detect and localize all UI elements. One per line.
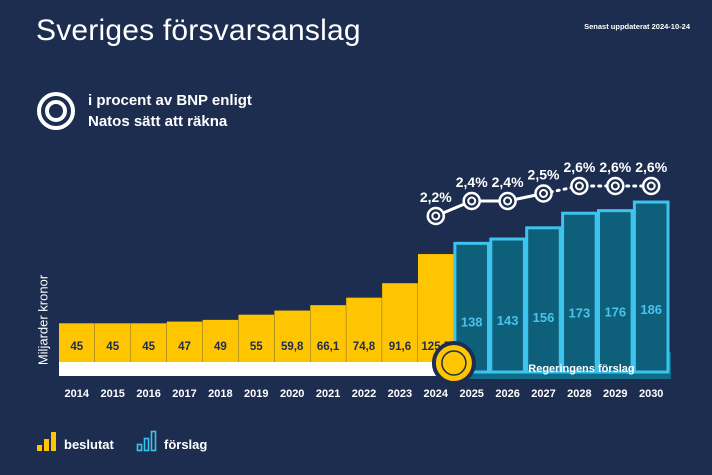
bar-decided <box>346 297 382 362</box>
bar-value-label: 45 <box>106 341 119 353</box>
bar-value-label: 74,8 <box>353 341 376 353</box>
x-tick-label: 2030 <box>639 388 663 400</box>
target-ring-icon <box>37 92 75 130</box>
bar-value-label: 176 <box>604 305 626 320</box>
bar-decided <box>59 323 95 362</box>
bar-value-label: 49 <box>214 341 227 353</box>
gdp-value-label: 2,2% <box>420 189 452 205</box>
bar-value-label: 138 <box>461 314 483 329</box>
legend-proposed: förslag <box>136 430 207 452</box>
bar-value-label: 156 <box>533 310 555 325</box>
annotation-label: Regeringens förslag <box>528 363 634 375</box>
legend-proposed-label: förslag <box>164 437 208 452</box>
bar-value-label: 91,6 <box>389 341 411 353</box>
x-tick-label: 2014 <box>65 388 90 400</box>
bar-value-label: 143 <box>497 313 519 328</box>
x-tick-label: 2024 <box>424 388 449 400</box>
bar-value-label: 47 <box>178 341 191 353</box>
gdp-line-dotted <box>542 184 653 195</box>
gdp-value-label: 2,6% <box>563 159 595 175</box>
bar-decided <box>94 323 131 362</box>
percent-legend-line1: i procent av BNP enligt <box>88 92 252 109</box>
gdp-marker-inner <box>503 196 513 206</box>
bar-chart-icon <box>37 432 56 451</box>
gdp-marker-inner <box>431 211 441 221</box>
gdp-marker <box>426 206 446 226</box>
x-tick-label: 2029 <box>603 388 627 400</box>
bar-proposed <box>561 211 598 374</box>
gdp-marker-inner <box>574 181 584 191</box>
gdp-value-label: 2,4% <box>456 174 488 190</box>
last-updated-text: Senast uppdaterat 2024-10-24 <box>584 22 690 31</box>
x-tick-label: 2016 <box>136 388 160 400</box>
gdp-marker <box>534 184 553 203</box>
x-tick-label: 2022 <box>352 388 376 400</box>
bar-chart-outline-icon <box>136 430 157 452</box>
coin-icon <box>431 341 476 385</box>
bar-value-label: 186 <box>640 302 662 317</box>
percent-legend-line2: Natos sätt att räkna <box>88 113 228 130</box>
gdp-marker <box>570 176 589 196</box>
axis-baseline-decided <box>59 362 454 376</box>
gdp-marker <box>462 191 481 211</box>
bar-proposed <box>525 226 562 374</box>
bar-decided <box>202 319 239 362</box>
gdp-marker-inner <box>646 181 656 191</box>
bar-decided <box>274 310 310 362</box>
x-tick-label: 2021 <box>316 388 340 400</box>
gdp-line-solid <box>435 192 544 218</box>
x-tick-label: 2015 <box>100 388 124 400</box>
x-tick-label: 2017 <box>172 388 196 400</box>
gdp-marker-inner <box>539 189 548 198</box>
gdp-value-label: 2,5% <box>528 167 560 183</box>
bar-decided <box>166 321 203 362</box>
page-title: Sveriges försvarsanslag <box>36 14 361 47</box>
gdp-marker <box>641 176 661 196</box>
gdp-marker <box>498 191 517 211</box>
bar-value-label: 45 <box>142 341 155 353</box>
legend-decided-label: beslutat <box>64 437 114 452</box>
percent-legend-text: i procent av BNP enligt Natos sätt att r… <box>88 90 252 132</box>
bar-proposed <box>597 209 634 374</box>
bar-decided <box>382 283 418 362</box>
bar-decided <box>310 305 346 362</box>
x-tick-label: 2019 <box>244 388 268 400</box>
bar-value-label: 66,1 <box>317 341 340 353</box>
x-tick-label: 2027 <box>531 388 555 400</box>
legend-decided: beslutat <box>36 430 114 452</box>
gdp-marker <box>606 176 625 196</box>
gdp-marker-inner <box>610 181 620 191</box>
bar-decided <box>130 323 167 362</box>
bar-value-label: 45 <box>70 341 83 353</box>
gdp-value-label: 2,4% <box>492 174 524 190</box>
bar-value-label: 59,8 <box>281 341 304 353</box>
gdp-marker-inner <box>467 196 477 206</box>
gdp-value-label: 2,6% <box>599 159 631 175</box>
x-tick-label: 2020 <box>280 388 304 400</box>
bar-value-label: 173 <box>569 305 591 320</box>
bar-proposed <box>489 237 526 374</box>
x-tick-label: 2028 <box>567 388 591 400</box>
x-tick-label: 2023 <box>388 388 412 400</box>
gdp-value-label: 2,6% <box>635 159 667 175</box>
bar-proposed <box>632 200 670 374</box>
x-tick-label: 2026 <box>495 388 519 400</box>
x-tick-label: 2025 <box>459 388 483 400</box>
coin-icon-inner <box>441 350 467 376</box>
x-tick-label: 2018 <box>208 388 232 400</box>
bar-value-label: 55 <box>250 341 263 353</box>
percent-legend: i procent av BNP enligt Natos sätt att r… <box>36 90 252 132</box>
bar-decided <box>238 314 275 362</box>
